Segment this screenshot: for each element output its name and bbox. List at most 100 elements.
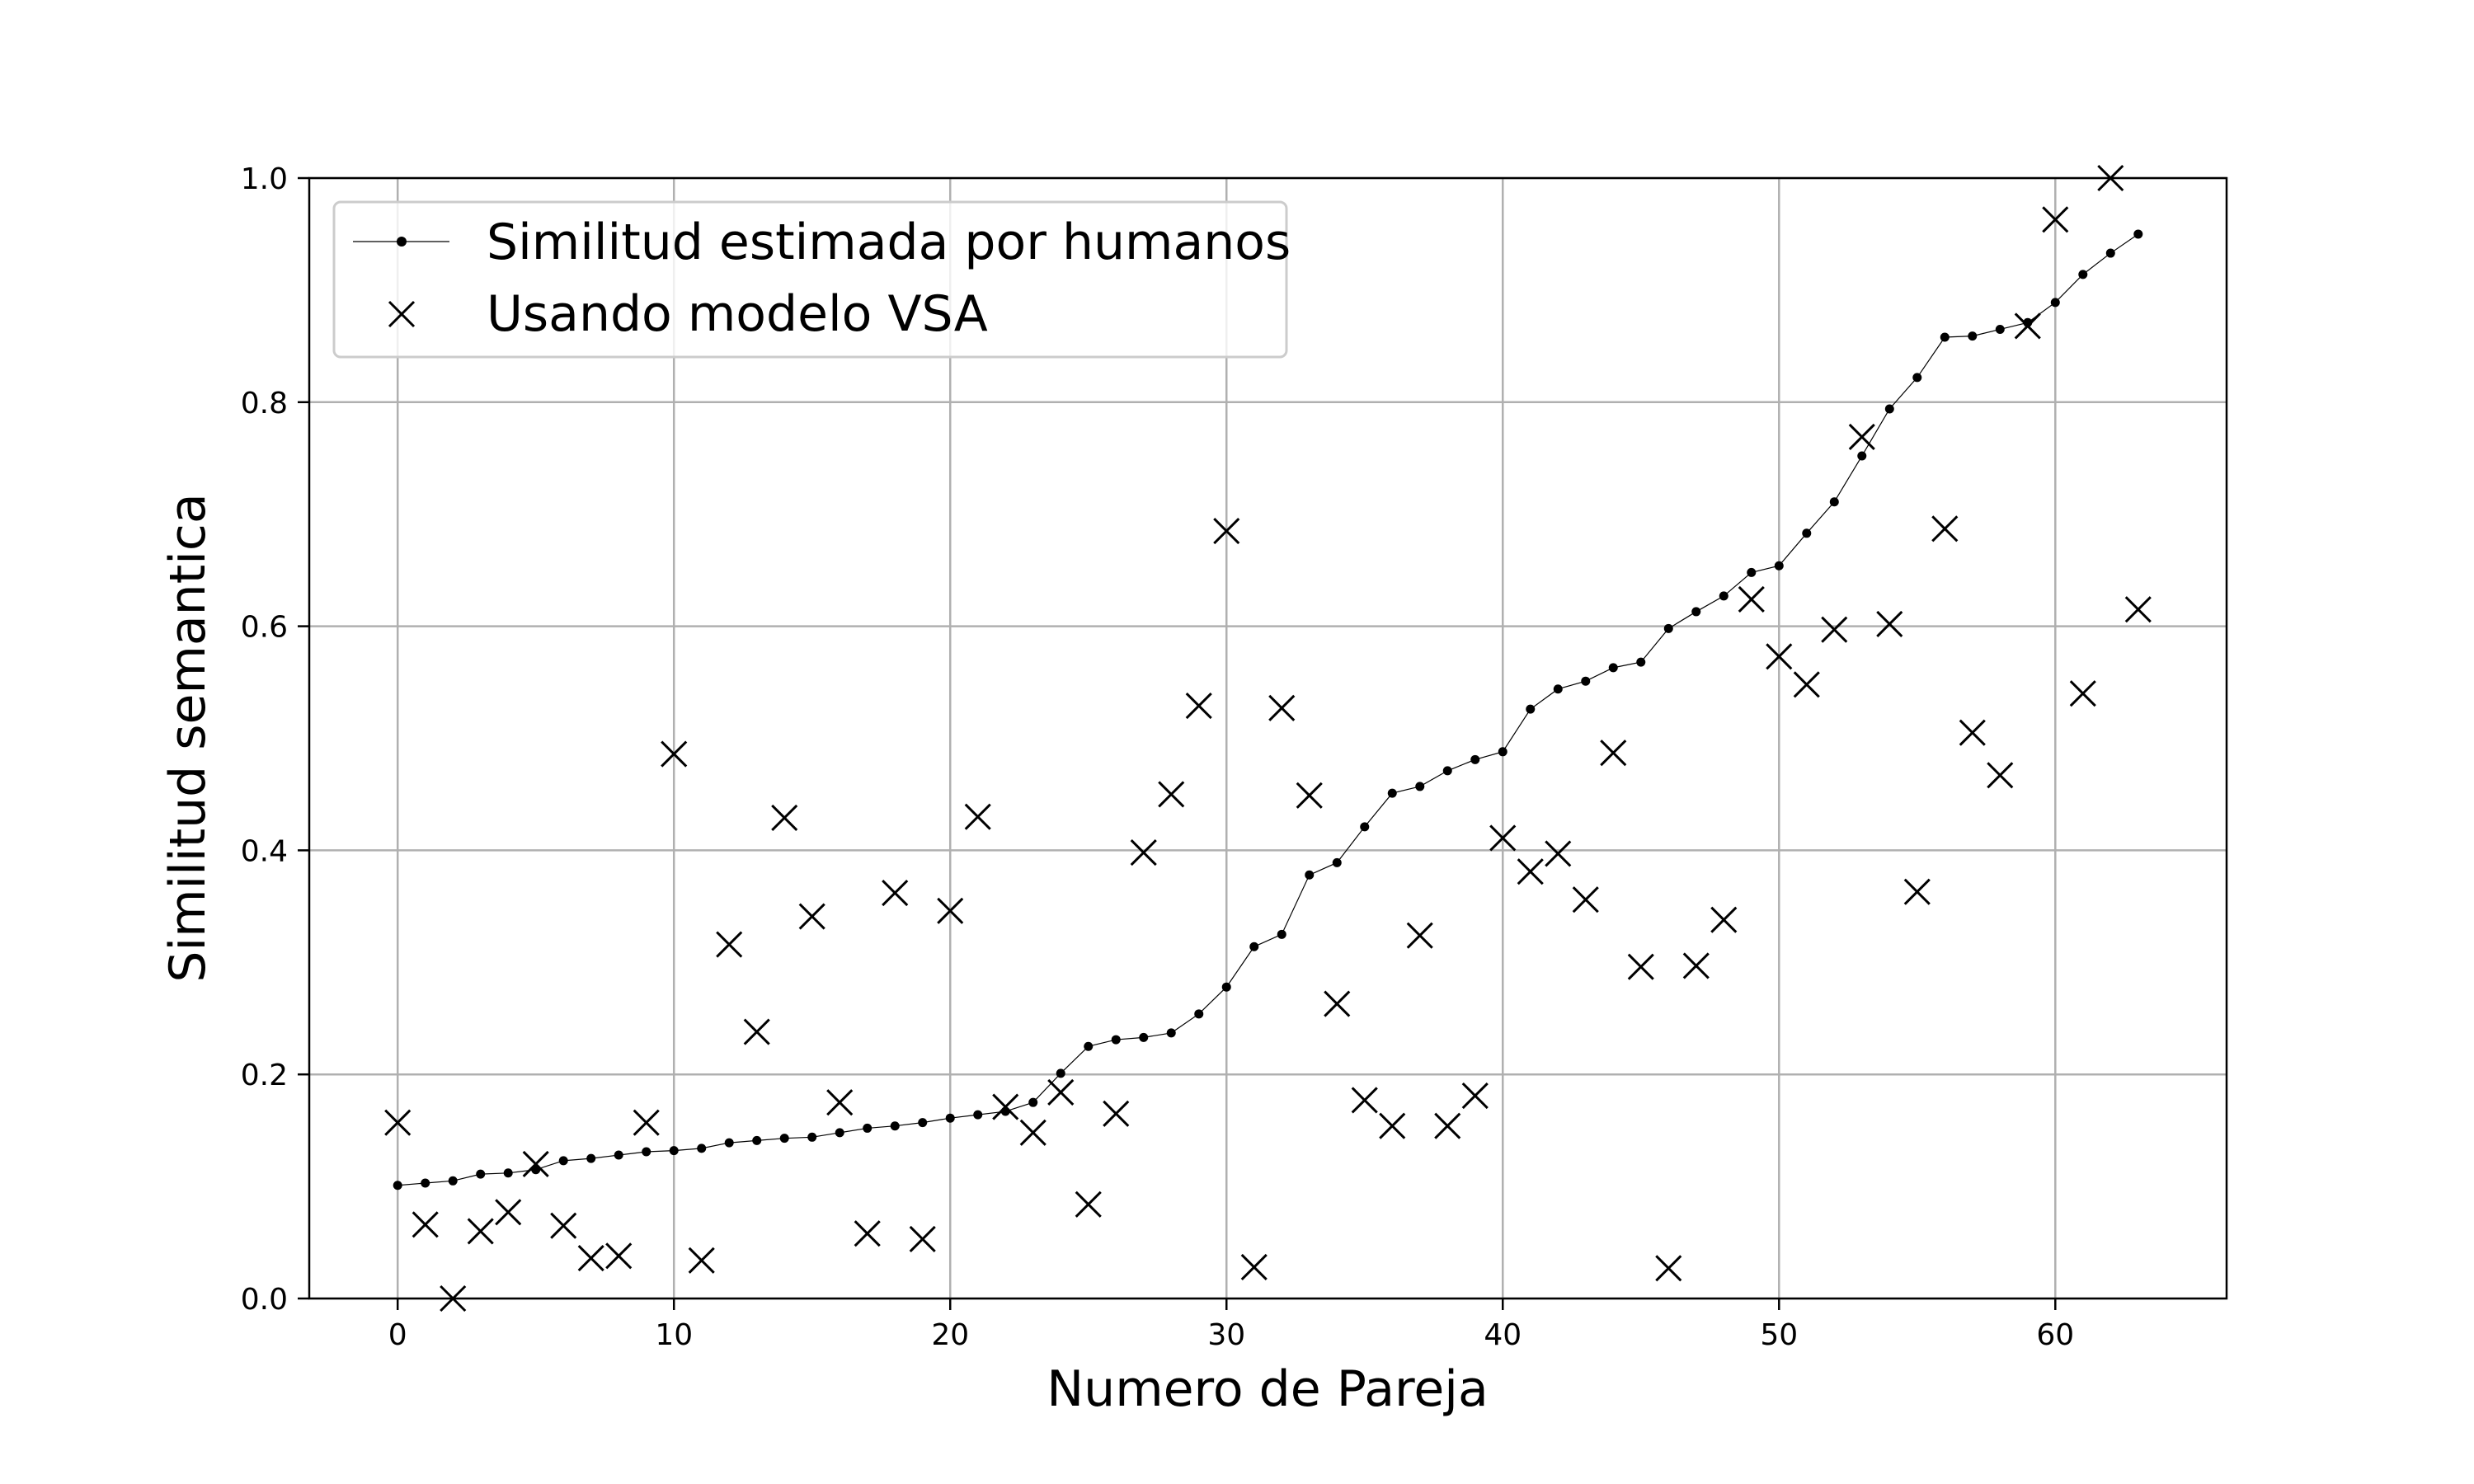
legend-x-marker-sample [388,300,416,328]
series-vsa-marker [1931,515,1959,542]
series-humanos-point [1139,1032,1149,1042]
series-vsa-marker [1600,740,1627,767]
series-humanos-point [1166,1028,1176,1038]
series-vsa-marker [1185,693,1212,720]
series-vsa-marker [964,803,991,830]
series-humanos-point [863,1123,872,1133]
series-vsa-marker [1461,1082,1489,1110]
series-humanos-point [697,1144,707,1153]
series-humanos-point [448,1176,458,1186]
series-vsa-marker [1682,952,1710,979]
series-humanos-point [1719,591,1729,601]
series-vsa-marker [1103,1100,1130,1127]
series-humanos-point [2078,270,2088,279]
series-vsa-marker [1655,1255,1682,1282]
series-vsa-marker [1434,1112,1461,1139]
series-vsa-marker [1627,953,1654,980]
series-humanos-point [945,1113,955,1123]
y-tick-label: 0.2 [241,1059,288,1092]
series-vsa-marker [1047,1078,1075,1106]
series-humanos-point [1829,497,1839,507]
series-humanos-point [669,1146,679,1156]
series-vsa-marker [1959,719,1986,746]
series-vsa-marker [1019,1119,1047,1146]
x-tick-label: 10 [655,1318,693,1352]
series-vsa-marker [882,879,909,907]
series-humanos-point [835,1128,844,1138]
series-humanos-point [1084,1041,1094,1051]
x-tick-label: 0 [388,1318,407,1352]
series-vsa-marker [743,1018,770,1045]
legend-label-vsa: Usando modelo VSA [487,285,988,343]
series-vsa-marker [1130,839,1157,866]
series-vsa-marker [1268,694,1296,721]
series-humanos-point [1691,607,1701,617]
series-humanos-point [1663,623,1673,633]
series-vsa-marker [688,1247,715,1274]
series-humanos-point [1442,766,1452,776]
series-humanos-point [1968,331,1978,341]
series-humanos-point [779,1134,789,1144]
series-humanos-line [397,233,2139,1186]
series-vsa-marker [1158,781,1185,808]
plot-area [384,164,2152,1313]
series-vsa-marker [522,1150,549,1177]
series-humanos-point [586,1153,596,1163]
series-humanos-point [614,1150,623,1160]
series-vsa-marker [605,1242,633,1270]
series-vsa-marker [826,1089,854,1116]
series-vsa-marker [1324,990,1351,1017]
series-humanos-point [890,1121,900,1131]
series-vsa-marker [1876,610,1903,637]
series-humanos-point [1249,942,1259,951]
series-humanos-point [1470,754,1480,764]
series-humanos-point [1857,451,1867,461]
series-vsa-marker [1821,616,1848,643]
legend: Similitud estimada por humanos Usando mo… [332,200,1291,359]
series-vsa-marker [2014,312,2041,340]
series-vsa-marker [2124,596,2152,623]
series-vsa-marker [909,1225,936,1253]
series-vsa-marker [798,903,825,930]
x-tick-label: 30 [1207,1318,1245,1352]
series-humanos-point [1526,704,1536,714]
y-tick-label: 0.4 [241,834,288,868]
series-humanos-point [2050,298,2060,308]
series-humanos-point [476,1169,486,1179]
series-vsa-marker [1517,858,1544,885]
series-humanos-point [1608,663,1618,673]
series-vsa-marker [1213,518,1240,545]
series-vsa-marker [1766,643,1793,670]
series-vsa-marker [1848,423,1875,450]
series-humanos-point [1305,870,1315,880]
x-axis-label: Numero de Pareja [1047,1360,1488,1418]
series-humanos-point [1581,676,1591,686]
series-humanos-point [807,1132,817,1142]
series-humanos-point [1028,1097,1038,1107]
series-humanos-point [1802,528,1812,538]
series-vsa-marker [771,804,798,832]
series-humanos-point [1277,929,1286,939]
series-humanos-point [2105,248,2115,258]
series-humanos-point [1884,404,1894,414]
series-vsa-marker [1379,1112,1406,1139]
series-humanos-point [642,1147,651,1157]
series-vsa-marker [854,1220,881,1247]
series-humanos-point [2133,229,2143,239]
series-humanos-point [973,1110,983,1120]
series-humanos-point [421,1178,430,1188]
legend-dot-sample [397,237,407,247]
series-vsa-marker [577,1245,604,1272]
series-vsa-marker [1240,1253,1268,1281]
y-tick-label: 0.8 [241,387,288,420]
series-humanos-point [1774,561,1784,571]
x-tick-label: 20 [931,1318,969,1352]
series-humanos-point [1995,324,2005,334]
series-humanos-point [1111,1035,1121,1045]
x-tick-label: 60 [2036,1318,2074,1352]
series-humanos-point [558,1156,568,1166]
series-vsa-marker [1406,922,1433,949]
series-vsa-marker [633,1109,660,1136]
series-vsa-marker [1710,906,1738,933]
